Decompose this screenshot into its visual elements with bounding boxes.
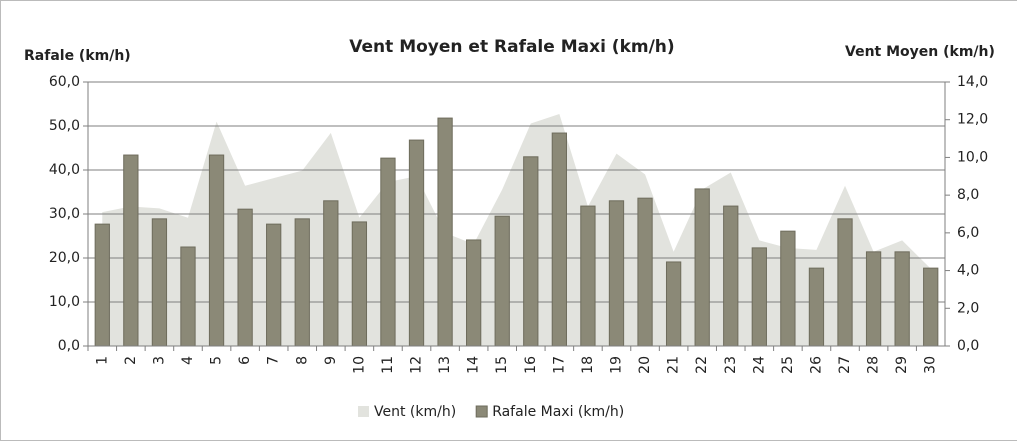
bar (780, 230, 796, 347)
x-tick-label: 25 (780, 356, 796, 374)
bar (123, 154, 139, 347)
bar (523, 156, 539, 347)
x-tick-label: 29 (894, 356, 910, 374)
bar (751, 247, 767, 347)
x-tick-label: 4 (180, 356, 196, 365)
x-tick-label: 1 (94, 356, 110, 365)
bar (808, 267, 825, 347)
y2-tick-label: 2,0 (957, 300, 979, 316)
bar (266, 223, 282, 347)
x-tick-label: 16 (523, 356, 539, 374)
chart-title: Vent Moyen et Rafale Maxi (km/h) (349, 37, 674, 57)
bar (151, 218, 168, 347)
legend-label: Rafale Maxi (km/h) (492, 404, 624, 420)
bar (608, 200, 625, 347)
bar (380, 157, 396, 347)
x-tick-label: 28 (866, 356, 882, 374)
x-tick-label: 30 (923, 356, 939, 374)
x-tick-label: 9 (323, 356, 339, 365)
x-tick-label: 13 (437, 356, 453, 374)
x-tick-label: 19 (608, 356, 624, 374)
x-tick-label: 20 (637, 356, 653, 374)
bar (466, 239, 482, 347)
x-tick-label: 17 (551, 356, 567, 374)
x-tick-label: 24 (751, 356, 767, 374)
bar (865, 251, 882, 347)
x-tick-label: 6 (237, 356, 253, 365)
x-tick-label: 8 (294, 356, 310, 365)
bar (323, 200, 339, 347)
bar (408, 139, 425, 347)
x-tick-label: 18 (580, 356, 596, 374)
x-tick-label: 14 (466, 356, 482, 374)
bar (894, 251, 910, 347)
bar (551, 132, 567, 347)
bar (837, 218, 853, 347)
y-tick-label: 40,0 (49, 162, 80, 178)
bar (351, 221, 368, 347)
x-tick-label: 23 (723, 356, 739, 374)
bar (237, 208, 253, 347)
y2-tick-label: 4,0 (957, 263, 979, 279)
bar (437, 117, 453, 347)
y2-tick-label: 8,0 (957, 187, 979, 203)
bar (580, 205, 596, 347)
bar (208, 154, 225, 347)
y-tick-label: 50,0 (49, 118, 80, 134)
x-tick-label: 12 (409, 356, 425, 374)
x-tick-label: 3 (151, 356, 167, 365)
legend-swatch (358, 406, 369, 417)
x-tick-label: 22 (694, 356, 710, 374)
y-tick-label: 20,0 (49, 250, 80, 266)
y2-tick-label: 0,0 (957, 338, 979, 354)
y2-tick-label: 14,0 (957, 74, 988, 90)
bar (694, 188, 710, 347)
legend-label: Vent (km/h) (374, 404, 456, 420)
y2-tick-label: 12,0 (957, 112, 988, 128)
bar (494, 215, 510, 347)
x-tick-label: 15 (494, 356, 510, 374)
x-tick-label: 26 (808, 356, 824, 374)
bar (637, 197, 653, 347)
x-tick-label: 7 (266, 356, 282, 365)
x-tick-label: 5 (209, 356, 225, 365)
y2-tick-label: 10,0 (957, 149, 988, 165)
y-tick-label: 60,0 (49, 74, 80, 90)
y2-axis-title: Vent Moyen (km/h) (845, 44, 995, 60)
legend-swatch (475, 405, 488, 418)
bar (94, 223, 110, 347)
x-tick-label: 10 (351, 356, 367, 374)
y-tick-label: 10,0 (49, 294, 80, 310)
bar (180, 246, 196, 347)
x-tick-label: 21 (666, 356, 682, 374)
x-tick-label: 2 (123, 356, 139, 365)
y-tick-label: 0,0 (58, 338, 80, 354)
y-axis-title: Rafale (km/h) (24, 48, 131, 64)
y-tick-label: 30,0 (49, 206, 80, 222)
x-tick-label: 27 (837, 356, 853, 374)
x-tick-label: 11 (380, 356, 396, 374)
y2-tick-label: 6,0 (957, 225, 979, 241)
bar (723, 205, 739, 347)
bar (923, 267, 939, 347)
bar (665, 261, 682, 347)
bar (294, 218, 310, 347)
